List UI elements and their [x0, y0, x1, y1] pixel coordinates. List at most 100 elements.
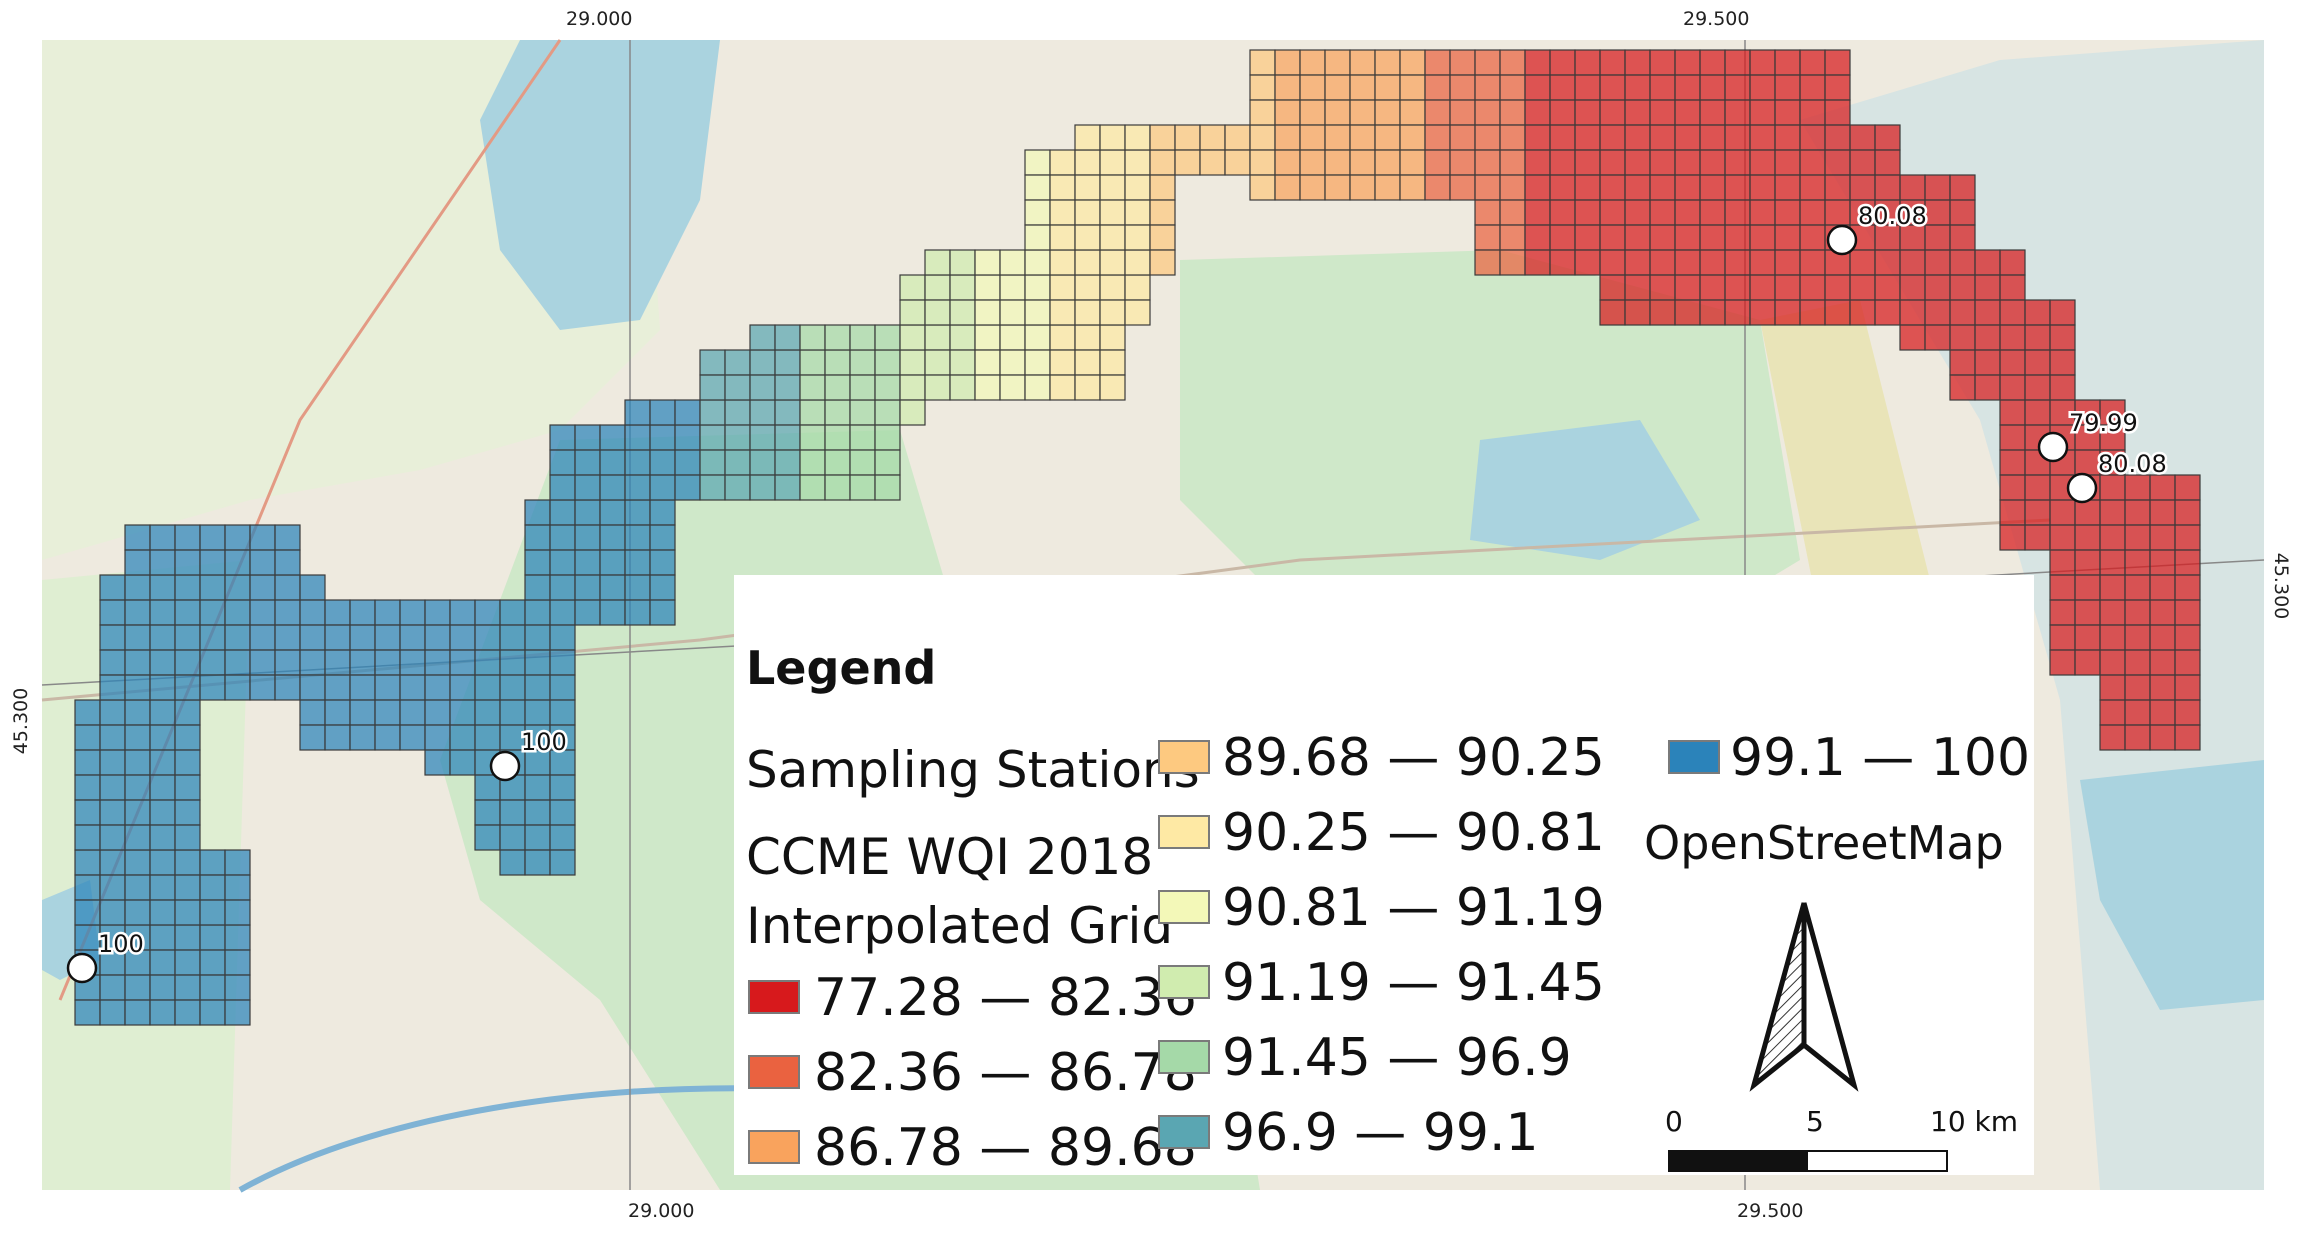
grid-cell: [1399, 149, 1426, 176]
grid-cell: [74, 749, 101, 776]
grid-cell: [2174, 624, 2201, 651]
grid-cell: [2074, 624, 2101, 651]
grid-cell: [999, 374, 1026, 401]
grid-cell: [1049, 274, 1076, 301]
grid-cell: [2074, 499, 2101, 526]
grid-cell: [99, 649, 126, 676]
grid-cell: [924, 249, 951, 276]
grid-cell: [1599, 99, 1626, 126]
grid-cell: [1949, 349, 1976, 376]
grid-cell: [1574, 224, 1601, 251]
grid-cell: [224, 574, 251, 601]
grid-cell: [1874, 174, 1901, 201]
grid-cell: [149, 574, 176, 601]
sampling-station-marker[interactable]: 79.99: [2037, 407, 2140, 463]
grid-cell: [1374, 49, 1401, 76]
grid-cell: [1724, 199, 1751, 226]
grid-cell: [899, 399, 926, 426]
grid-cell: [1774, 274, 1801, 301]
grid-cell: [1549, 174, 1576, 201]
grid-cell: [499, 624, 526, 651]
grid-cell: [2049, 324, 2076, 351]
grid-cell: [249, 624, 276, 651]
grid-cell: [449, 624, 476, 651]
grid-cell: [1949, 249, 1976, 276]
grid-cell: [174, 899, 201, 926]
grid-cell: [1024, 299, 1051, 326]
grid-cell: [2049, 524, 2076, 551]
legend-swatch: [1668, 740, 1720, 774]
grid-cell: [699, 349, 726, 376]
grid-cell: [1774, 74, 1801, 101]
grid-cell: [1199, 124, 1226, 151]
legend-class-label: 89.68 — 90.25: [1222, 728, 1605, 788]
grid-cell: [549, 424, 576, 451]
grid-cell: [1924, 174, 1951, 201]
grid-cell: [824, 424, 851, 451]
sampling-station-marker[interactable]: 100: [489, 726, 569, 782]
grid-cell: [1024, 224, 1051, 251]
grid-cell: [374, 674, 401, 701]
grid-cell: [1499, 249, 1526, 276]
grid-cell: [749, 324, 776, 351]
lon-label-bottom-right: 29.500: [1737, 1200, 1804, 1222]
grid-cell: [1799, 74, 1826, 101]
grid-cell: [1849, 299, 1876, 326]
grid-cell: [1599, 149, 1626, 176]
lon-label-top-left: 29.000: [566, 8, 633, 30]
grid-cell: [449, 749, 476, 776]
grid-cell: [99, 899, 126, 926]
grid-cell: [124, 674, 151, 701]
grid-cell: [349, 649, 376, 676]
station-dot: [66, 952, 98, 984]
grid-cell: [1024, 374, 1051, 401]
grid-cell: [399, 599, 426, 626]
grid-cell: [1824, 124, 1851, 151]
grid-cell: [474, 699, 501, 726]
grid-cell: [1324, 49, 1351, 76]
grid-cell: [124, 524, 151, 551]
grid-cell: [1399, 99, 1426, 126]
grid-cell: [424, 749, 451, 776]
grid-cell: [1099, 249, 1126, 276]
grid-cell: [449, 649, 476, 676]
grid-cell: [124, 624, 151, 651]
grid-cell: [1524, 149, 1551, 176]
grid-cell: [1774, 199, 1801, 226]
grid-cell: [1099, 299, 1126, 326]
grid-cell: [174, 699, 201, 726]
grid-cell: [124, 774, 151, 801]
grid-cell: [1049, 324, 1076, 351]
grid-cell: [1074, 324, 1101, 351]
legend-swatch: [748, 1130, 800, 1164]
grid-cell: [224, 999, 251, 1026]
sampling-station-marker[interactable]: 80.08: [2066, 448, 2169, 504]
grid-cell: [99, 624, 126, 651]
grid-cell: [824, 449, 851, 476]
grid-cell: [624, 449, 651, 476]
grid-cell: [1724, 224, 1751, 251]
grid-cell: [1074, 274, 1101, 301]
grid-cell: [149, 899, 176, 926]
grid-cell: [499, 849, 526, 876]
grid-cell: [1499, 124, 1526, 151]
sampling-station-marker[interactable]: 100: [66, 928, 146, 984]
grid-cell: [1824, 149, 1851, 176]
grid-cell: [824, 324, 851, 351]
grid-cell: [1674, 299, 1701, 326]
grid-cell: [899, 324, 926, 351]
sampling-station-marker[interactable]: 80.08: [1826, 200, 1929, 256]
grid-cell: [299, 674, 326, 701]
grid-cell: [1124, 124, 1151, 151]
grid-cell: [199, 849, 226, 876]
grid-cell: [499, 699, 526, 726]
grid-cell: [1399, 124, 1426, 151]
grid-cell: [124, 799, 151, 826]
grid-cell: [499, 799, 526, 826]
grid-cell: [1824, 274, 1851, 301]
grid-cell: [1424, 124, 1451, 151]
legend-grid-subtitle: Interpolated Grid: [746, 897, 1174, 955]
grid-cell: [1574, 174, 1601, 201]
grid-cell: [1124, 149, 1151, 176]
grid-cell: [599, 499, 626, 526]
